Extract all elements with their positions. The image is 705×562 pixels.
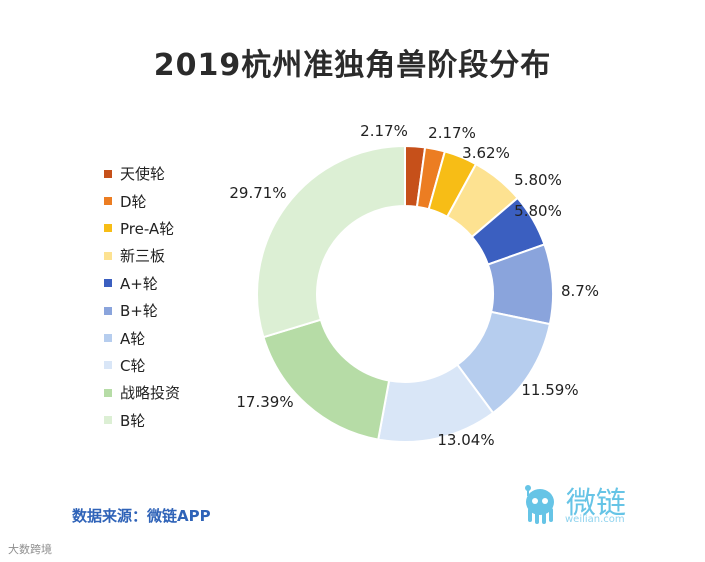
- legend-swatch: [104, 251, 112, 260]
- legend-swatch: [104, 279, 112, 288]
- legend-swatch: [104, 388, 112, 397]
- legend-item: A轮: [104, 324, 180, 351]
- legend-swatch: [104, 197, 112, 206]
- legend-swatch: [104, 169, 112, 178]
- slice-label: 13.04%: [437, 431, 494, 449]
- legend-swatch: [104, 334, 112, 343]
- legend-label: A轮: [120, 329, 146, 348]
- slice-label: 11.59%: [521, 381, 578, 399]
- legend-label: C轮: [120, 356, 146, 375]
- legend-swatch: [104, 361, 112, 370]
- legend-label: 战略投资: [120, 384, 181, 403]
- legend-item: 新三板: [104, 242, 180, 269]
- donut-slice: [256, 144, 406, 339]
- slice-label: 29.71%: [229, 184, 286, 202]
- legend-item: A+轮: [104, 270, 180, 297]
- brand-url: weilian.com: [565, 514, 625, 525]
- slice-label: 2.17%: [428, 124, 476, 142]
- legend-label: 新三板: [120, 247, 166, 266]
- data-source: 数据来源：微链APP: [72, 507, 211, 525]
- chart-title: 2019杭州准独角兽阶段分布: [153, 48, 552, 83]
- legend-label: 天使轮: [120, 165, 166, 184]
- legend-label: D轮: [120, 192, 147, 211]
- legend-item: B轮: [104, 407, 180, 434]
- legend-swatch: [104, 306, 112, 315]
- slice-label: 5.80%: [514, 171, 562, 189]
- legend-item: C轮: [104, 352, 180, 379]
- legend: 天使轮 D轮 Pre-A轮 新三板 A+轮 B+轮 A轮 C轮战略投资 B轮: [104, 160, 180, 434]
- legend-item: 天使轮: [104, 160, 180, 187]
- slice-label: 3.62%: [462, 144, 510, 162]
- legend-item: D轮: [104, 187, 180, 214]
- legend-label: B+轮: [120, 302, 158, 321]
- slice-label: 2.17%: [360, 122, 408, 140]
- legend-swatch: [104, 224, 112, 233]
- slice-label: 8.7%: [561, 282, 599, 300]
- legend-label: A+轮: [120, 274, 158, 293]
- legend-label: B轮: [120, 411, 146, 430]
- legend-item: B+轮: [104, 297, 180, 324]
- watermark: 大数跨境: [8, 543, 52, 556]
- legend-label: Pre-A轮: [120, 219, 175, 238]
- brand-name: 微链: [566, 486, 626, 521]
- legend-item: 战略投资: [104, 379, 180, 406]
- slice-label: 17.39%: [236, 393, 293, 411]
- legend-swatch: [104, 416, 112, 425]
- donut-slice: [262, 318, 391, 441]
- legend-item: Pre-A轮: [104, 215, 180, 242]
- brand-logo-icon: [525, 485, 554, 524]
- slice-label: 5.80%: [514, 202, 562, 220]
